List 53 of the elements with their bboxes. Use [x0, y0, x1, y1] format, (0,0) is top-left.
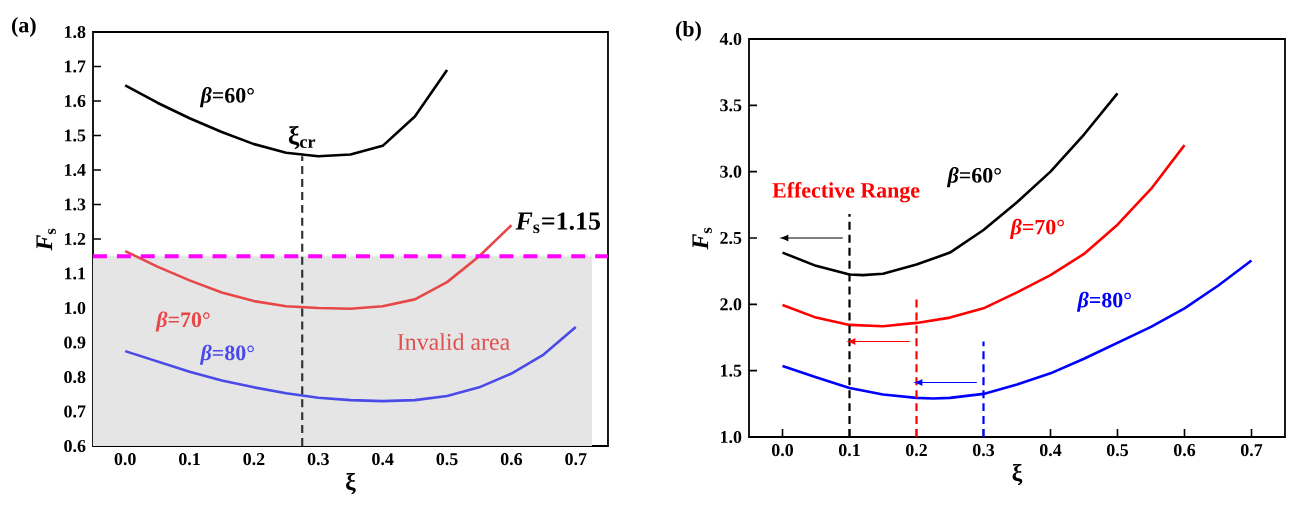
y-tick-label: 1.0 [720, 430, 742, 444]
line-series [123, 68, 449, 158]
x-tick-label: 0.3 [972, 444, 995, 457]
chart-title: (a) [12, 17, 36, 37]
x-tick-label: 0.7 [1240, 444, 1263, 457]
x-axis-title: ξ [1012, 463, 1023, 486]
y-axis-title: F$_{s}$ [36, 228, 56, 251]
y-tick-label: 1.0 [64, 301, 86, 315]
y-tick-label: 3.5 [720, 99, 742, 112]
x-tick-label: 0.3 [307, 453, 329, 466]
x-tick-label: 0.2 [905, 444, 927, 457]
y-tick-label: 1.1 [64, 267, 86, 280]
y-tick-label: 0.8 [64, 370, 86, 384]
series-label: β=70° [1009, 218, 1064, 239]
ref-line-label: ξ$_{cr}$ [288, 126, 316, 150]
x-tick-label: 0.1 [179, 453, 200, 466]
annotation: Effective Range [772, 182, 920, 203]
series-label: β=70° [155, 311, 210, 332]
x-tick-label: 0.4 [372, 453, 394, 466]
y-axis-title: F$_{s}$ [692, 227, 712, 250]
y-tick-label: 1.7 [64, 60, 86, 73]
band-label: Invalid area [397, 333, 510, 351]
x-tick-label: 0.6 [500, 453, 523, 466]
y-tick-label: 1.4 [64, 163, 86, 177]
ref-line-label: F$_{s}$=1.15 [515, 212, 601, 234]
y-tick-label: 1.2 [64, 232, 86, 246]
y-tick-label: 1.5 [64, 129, 86, 142]
x-tick-label: 0.5 [436, 453, 458, 466]
y-tick-label: 1.8 [64, 25, 86, 39]
y-tick-label: 3.0 [720, 165, 742, 178]
series-label: β=60° [946, 167, 1001, 188]
x-tick-label: 0.4 [1039, 444, 1062, 457]
series-label: β=80° [1076, 291, 1131, 312]
line-series [123, 223, 513, 310]
y-tick-label: 0.7 [64, 405, 86, 418]
x-tick-label: 0.5 [1106, 444, 1129, 457]
x-axis-title: ξ [346, 472, 356, 495]
y-tick-label: 4.0 [719, 32, 742, 46]
x-tick-label: 0.7 [565, 453, 587, 466]
y-tick-label: 1.3 [64, 198, 86, 211]
y-tick-label: 2.0 [720, 298, 742, 311]
series-label: β=80° [199, 344, 254, 365]
y-tick-label: 1.6 [64, 94, 86, 108]
x-tick-label: 0.0 [114, 453, 136, 466]
x-tick-label: 0.0 [771, 444, 794, 457]
chart-title: (b) [676, 21, 701, 41]
series-label: β=60° [199, 87, 254, 108]
x-tick-label: 0.6 [1173, 444, 1196, 457]
x-tick-label: 0.1 [838, 444, 860, 457]
y-tick-label: 2.5 [720, 231, 742, 245]
y-tick-label: 0.9 [64, 336, 86, 349]
y-tick-label: 1.5 [720, 364, 742, 377]
x-tick-label: 0.2 [243, 453, 265, 466]
